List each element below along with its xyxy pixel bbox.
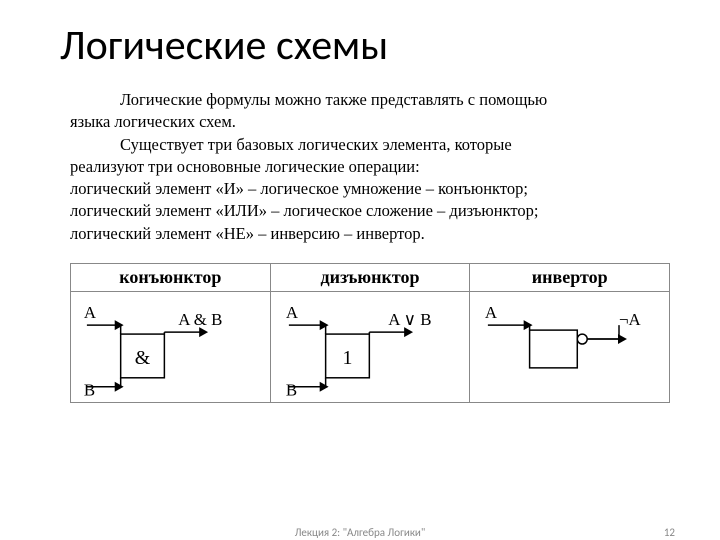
header-and: конъюнктор <box>71 264 271 291</box>
and-gate-cell: & A & <box>71 292 271 402</box>
and-sym: & <box>135 347 151 369</box>
line-6: логический элемент «ИЛИ» – логическое сл… <box>70 201 538 220</box>
body-text: Логические формулы можно также представл… <box>70 89 670 245</box>
slide-title: Логические схемы <box>60 20 670 71</box>
table-body-row: & A & <box>71 292 669 402</box>
and-out: A & B <box>178 310 222 329</box>
or-out: A ∨ B <box>388 310 431 329</box>
and-b: B <box>84 381 95 400</box>
header-or: дизъюнктор <box>271 264 471 291</box>
table-header-row: конъюнктор дизъюнктор инвертор <box>71 264 669 292</box>
or-a: A <box>286 303 299 322</box>
not-gate-svg: A ¬A <box>470 292 669 402</box>
line-5: логический элемент «И» – логическое умно… <box>70 179 528 198</box>
or-sym: 1 <box>342 347 352 369</box>
line-4: реализуют три основовные логические опер… <box>70 157 420 176</box>
not-gate-cell: A ¬A <box>470 292 669 402</box>
not-a: A <box>485 303 498 322</box>
not-out: ¬A <box>619 310 642 329</box>
line-7: логический элемент «НЕ» – инверсию – инв… <box>70 224 425 243</box>
or-b: B <box>286 381 297 400</box>
or-gate-cell: 1 A B A ∨ B <box>271 292 471 402</box>
or-gate-svg: 1 A B A ∨ B <box>271 292 470 402</box>
footer-center-text: Лекция 2: "Алгебра Логики" <box>0 526 720 539</box>
and-a: A <box>84 303 97 322</box>
line-3: Существует три базовых логических элемен… <box>120 135 512 154</box>
page-number: 12 <box>664 526 675 539</box>
and-gate-svg: & A B & <box>71 292 270 402</box>
header-not: инвертор <box>470 264 669 291</box>
line-1: Логические формулы можно также представл… <box>120 90 547 109</box>
gates-table: конъюнктор дизъюнктор инвертор & A <box>70 263 670 403</box>
line-2: языка логических схем. <box>70 112 236 131</box>
